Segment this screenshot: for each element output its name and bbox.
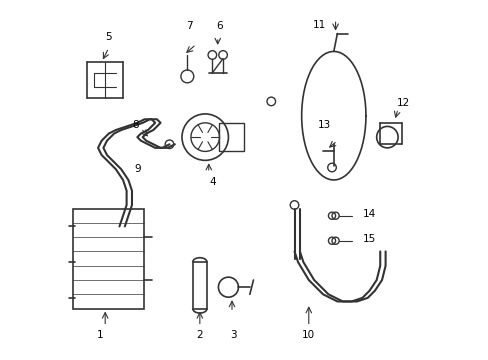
Bar xyxy=(192,262,206,309)
Text: 15: 15 xyxy=(362,234,375,244)
Text: 5: 5 xyxy=(105,32,112,42)
Text: 3: 3 xyxy=(230,330,237,341)
Text: 11: 11 xyxy=(312,19,325,30)
Text: 14: 14 xyxy=(362,209,375,219)
Text: 6: 6 xyxy=(216,21,223,31)
Text: 7: 7 xyxy=(185,21,192,31)
Text: 1: 1 xyxy=(96,330,103,341)
Text: 10: 10 xyxy=(302,330,315,341)
Text: 8: 8 xyxy=(132,120,139,130)
Text: 12: 12 xyxy=(396,98,409,108)
Text: 2: 2 xyxy=(196,330,203,341)
Text: 13: 13 xyxy=(318,120,331,130)
Text: 4: 4 xyxy=(208,177,215,187)
Text: 9: 9 xyxy=(134,164,141,174)
Bar xyxy=(219,123,244,152)
Bar xyxy=(73,208,144,309)
